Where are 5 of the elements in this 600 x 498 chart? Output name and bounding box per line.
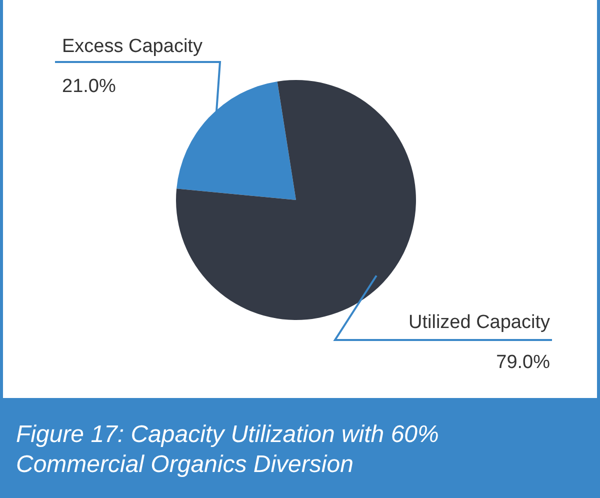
- data-label: 21.0%: [62, 76, 116, 97]
- data-label: 79.0%: [496, 352, 550, 373]
- text: Figure 17: Capacity Utilization with 60% Commercial Organics Diversion: [16, 421, 439, 478]
- slice-label: Utilized Capacity: [408, 312, 550, 333]
- slice-label: Excess Capacity: [62, 36, 203, 57]
